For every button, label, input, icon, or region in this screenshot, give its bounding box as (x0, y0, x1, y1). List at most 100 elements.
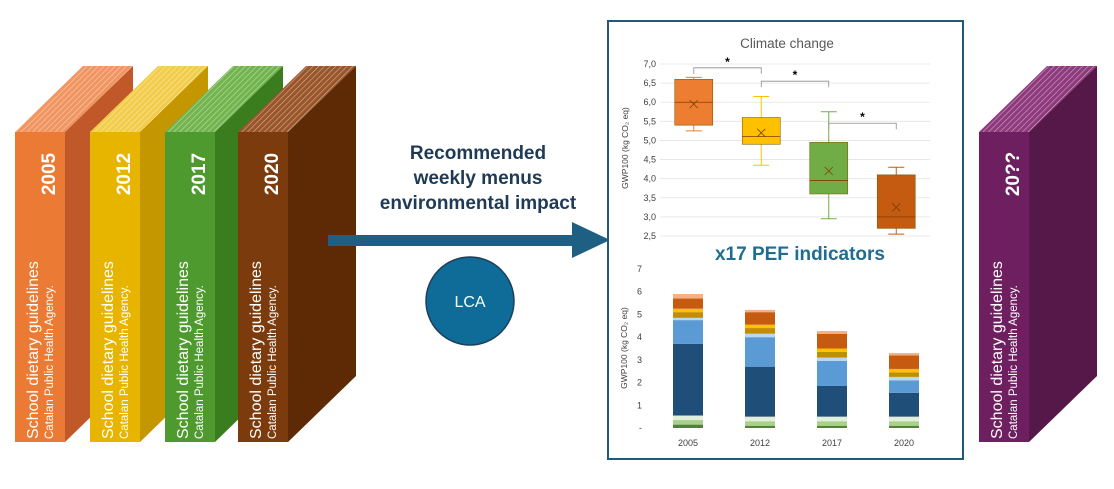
y-tick-label: 5,0 (643, 135, 656, 145)
box-body (876, 174, 916, 229)
lca-circle (425, 256, 515, 346)
bar-segment (889, 425, 919, 428)
box-2005 (674, 76, 714, 132)
bar-segment (817, 421, 847, 426)
bar-segment (673, 420, 703, 425)
book-title: School dietary guidelines (175, 261, 192, 439)
bracket-line (693, 67, 762, 74)
box-2017 (809, 111, 849, 220)
book-pages (238, 66, 356, 132)
arrow-label-line-2: weekly menus (413, 168, 543, 189)
book-20??: 20?? School dietary guidelines Catalan Pub… (979, 66, 1097, 442)
box-mean-marker (689, 99, 699, 109)
book-publisher: Catalan Public Health Agency. (1008, 285, 1020, 439)
book-pages (165, 66, 283, 132)
y-tick-label: 6,0 (643, 97, 656, 107)
bar-segment (673, 320, 703, 344)
significance-bracket: * (693, 55, 762, 74)
bar-segment (673, 312, 703, 318)
book-title: School dietary guidelines (989, 261, 1006, 439)
book-publisher: Catalan Public Health Agency. (194, 285, 206, 439)
x-tick-label: 2020 (894, 438, 914, 448)
x-tick-label: 2005 (678, 438, 698, 448)
bar-segment (745, 425, 775, 428)
arrow-head (572, 222, 610, 258)
bar-segment (745, 309, 775, 313)
bar-segment (817, 385, 847, 417)
book-title: School dietary guidelines (100, 261, 117, 439)
bar-segment (889, 355, 919, 369)
bar-segment (889, 380, 919, 393)
bar-segment (817, 351, 847, 358)
y-tick-label: 7 (637, 264, 642, 274)
y-tick-label: 2 (637, 378, 642, 388)
bar-segment (817, 348, 847, 352)
book-front (238, 132, 288, 442)
book-front (979, 132, 1029, 442)
bar-segment (817, 333, 847, 349)
y-tick-label: 1 (637, 400, 642, 410)
bar-segment (889, 421, 919, 426)
bar-segment (745, 421, 775, 426)
box-2020 (876, 166, 916, 235)
arrow-shaft (328, 235, 583, 246)
process-arrow (328, 222, 610, 258)
y-tick-label: 6,5 (643, 78, 656, 88)
book-side (1029, 66, 1097, 442)
y-tick-label: 4 (637, 332, 642, 342)
boxplot-y-axis-title: GWP100 (kg CO₂ eq) (620, 107, 630, 189)
pef-indicators-label: x17 PEF indicators (715, 244, 885, 265)
bar-segment (745, 328, 775, 334)
x-tick-label: 2017 (822, 438, 842, 448)
significance-star: * (793, 68, 798, 82)
book-pages (90, 66, 208, 132)
bar-2017 (817, 331, 847, 428)
bar-2020 (889, 353, 919, 428)
y-tick-label: 3 (637, 355, 642, 365)
book-pages (15, 66, 133, 132)
book-year: 2020 (262, 153, 283, 195)
box-mean-marker (756, 128, 766, 138)
bracket-line (760, 80, 830, 88)
bar-segment (889, 376, 919, 381)
bar-segment (889, 372, 919, 377)
lca-label: LCA (454, 294, 485, 311)
bar-segment (817, 331, 847, 334)
book-title: School dietary guidelines (25, 261, 42, 439)
book-year: 2012 (114, 153, 135, 195)
book-title: School dietary guidelines (248, 261, 265, 439)
y-tick-label: 4,0 (643, 174, 656, 184)
book-front (90, 132, 140, 442)
bar-segment (745, 337, 775, 367)
y-tick-label: 3,0 (643, 212, 656, 222)
y-tick-label: 5 (637, 309, 642, 319)
bar-segment (889, 368, 919, 373)
box-mean-marker (824, 166, 834, 176)
bar-segment (673, 317, 703, 321)
bar-segment (745, 416, 775, 422)
bar-segment (889, 416, 919, 422)
y-tick-label: 5,5 (643, 116, 656, 126)
arrow-label-line-1: Recommended (410, 143, 546, 164)
bar-2012 (745, 309, 775, 428)
bar-segment (673, 298, 703, 309)
book-publisher: Catalan Public Health Agency. (267, 285, 279, 439)
y-tick-label: 4,5 (643, 155, 656, 165)
box-body (809, 142, 849, 195)
bar-2005 (673, 293, 703, 428)
y-tick-label: 7,0 (643, 59, 656, 69)
book-year: 2017 (189, 153, 210, 195)
bar-segment (673, 343, 703, 416)
book-year: 20?? (1003, 152, 1024, 196)
book-year: 2005 (39, 152, 60, 195)
book-pages (979, 66, 1097, 132)
bar-segment (817, 360, 847, 386)
book-publisher: Catalan Public Health Agency. (119, 285, 131, 439)
bar-segment (745, 324, 775, 329)
x-tick-label: 2012 (750, 438, 770, 448)
significance-star: * (860, 110, 865, 124)
significance-bracket: * (828, 110, 897, 130)
bar-segment (817, 416, 847, 422)
y-tick-label: - (639, 423, 642, 433)
